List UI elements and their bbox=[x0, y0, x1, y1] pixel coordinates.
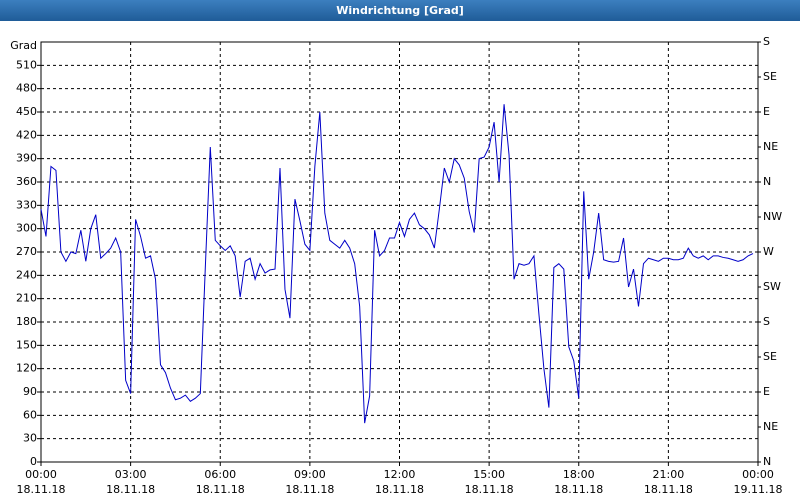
x-tick-label: 09:00 bbox=[294, 468, 326, 481]
y-tick-label: 60 bbox=[23, 408, 37, 421]
x-tick-label: 00:00 bbox=[742, 468, 774, 481]
x-tick-label: 15:00 bbox=[473, 468, 505, 481]
y2-tick-label: W bbox=[763, 245, 774, 258]
y-tick-label: 510 bbox=[16, 58, 37, 71]
x-tick-label: 18:00 bbox=[563, 468, 595, 481]
x-tick-date: 19.11.18 bbox=[734, 483, 783, 496]
x-tick-date: 18.11.18 bbox=[196, 483, 245, 496]
x-tick-date: 18.11.18 bbox=[465, 483, 514, 496]
y2-tick-label: N bbox=[763, 175, 771, 188]
x-tick-label: 12:00 bbox=[384, 468, 416, 481]
x-tick-label: 21:00 bbox=[653, 468, 685, 481]
y2-tick-label: N bbox=[763, 455, 771, 468]
y2-tick-label: NE bbox=[763, 140, 778, 153]
y-tick-label: 330 bbox=[16, 198, 37, 211]
y-unit-label: Grad bbox=[10, 39, 37, 52]
title-bar bbox=[0, 0, 800, 21]
y2-tick-label: SE bbox=[763, 70, 777, 83]
y-tick-label: 240 bbox=[16, 268, 37, 281]
x-tick-label: 00:00 bbox=[25, 468, 57, 481]
y-tick-label: 420 bbox=[16, 128, 37, 141]
x-tick-date: 18.11.18 bbox=[285, 483, 334, 496]
y-tick-label: 450 bbox=[16, 105, 37, 118]
y-tick-label: 0 bbox=[30, 455, 37, 468]
x-tick-label: 03:00 bbox=[115, 468, 147, 481]
y-tick-label: 360 bbox=[16, 175, 37, 188]
y2-tick-label: SW bbox=[763, 280, 781, 293]
plot-border bbox=[40, 41, 759, 463]
y-tick-label: 30 bbox=[23, 432, 37, 445]
x-tick-label: 06:00 bbox=[204, 468, 236, 481]
y-tick-label: 180 bbox=[16, 315, 37, 328]
y2-tick-label: NE bbox=[763, 420, 778, 433]
x-tick-date: 18.11.18 bbox=[17, 483, 66, 496]
y-tick-label: 210 bbox=[16, 292, 37, 305]
y-tick-label: 90 bbox=[23, 385, 37, 398]
y-tick-label: 300 bbox=[16, 222, 37, 235]
y-tick-label: 270 bbox=[16, 245, 37, 258]
chart-title: Windrichtung [Grad] bbox=[336, 4, 464, 17]
x-tick-date: 18.11.18 bbox=[554, 483, 603, 496]
y2-tick-label: E bbox=[763, 105, 770, 118]
x-tick-date: 18.11.18 bbox=[375, 483, 424, 496]
data-line bbox=[40, 104, 754, 424]
y2-tick-label: SE bbox=[763, 350, 777, 363]
x-tick-date: 18.11.18 bbox=[644, 483, 693, 496]
y-tick-label: 390 bbox=[16, 152, 37, 165]
y-tick-label: 120 bbox=[16, 362, 37, 375]
x-tick-date: 18.11.18 bbox=[106, 483, 155, 496]
y2-tick-label: S bbox=[763, 35, 770, 48]
y-tick-label: 150 bbox=[16, 338, 37, 351]
y2-tick-label: NW bbox=[763, 210, 782, 223]
y2-tick-label: E bbox=[763, 385, 770, 398]
y2-tick-label: S bbox=[763, 315, 770, 328]
y-tick-label: 480 bbox=[16, 82, 37, 95]
